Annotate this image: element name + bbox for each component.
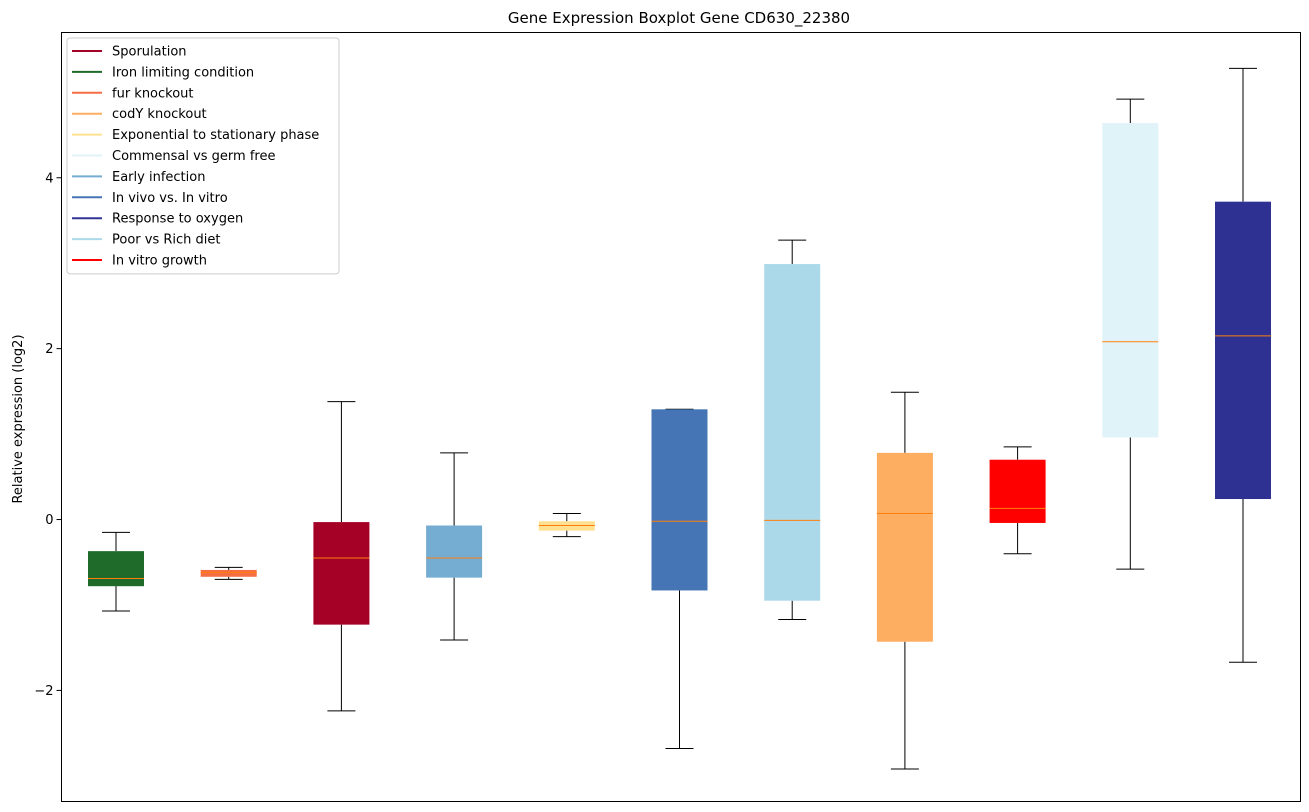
y-axis-label: Relative expression (log2) [11,334,26,503]
legend-label: Sporulation [112,45,187,60]
y-tick-label: 2 [45,342,53,357]
box-sporulation [313,401,370,712]
legend-frame [66,37,340,275]
box-body [313,522,370,625]
box-poor-vs-rich-diet [764,239,821,621]
legend: Sporulation Iron limiting condition fur kn… [66,37,340,275]
chart-title: Gene Expression Boxplot Gene CD630_22380 [508,9,850,28]
legend-label: In vivo vs. In vitro [112,191,228,206]
legend-label: fur knockout [112,86,194,101]
y-axis: −2 0 2 4 [34,171,62,699]
box-iron-limiting-condition [88,531,144,612]
box-in-vivo-vs-in-vitro [651,408,708,750]
box-body [876,452,933,642]
legend-label: Iron limiting condition [112,65,254,80]
box-exponential-to-stationary-phase [538,513,595,538]
box-body [426,525,483,578]
legend-label: Early infection [112,170,205,185]
boxes-layer [88,67,1271,770]
box-response-to-oxygen [1215,67,1271,663]
y-tick-label: 4 [45,171,53,186]
plot-frame [61,32,1301,802]
box-body [989,459,1046,523]
box-body [1102,123,1159,438]
y-tick-label: −2 [34,684,53,699]
legend-label: Response to oxygen [112,212,243,227]
box-body [651,409,708,591]
legend-label: Poor vs Rich diet [112,233,220,248]
legend-label: Commensal vs germ free [112,149,275,164]
box-early-infection [426,452,483,641]
legend-label: codY knockout [112,107,207,122]
box-commensal-vs-germ-free [1102,98,1159,570]
box-in-vitro-growth [989,446,1046,555]
box-cody-knockout [876,391,933,770]
box-fur-knockout [200,566,257,580]
legend-label: In vitro growth [112,254,207,269]
legend-label: Exponential to stationary phase [112,128,319,143]
box-body [1215,201,1271,500]
y-tick-label: 0 [45,513,53,528]
box-body [88,551,144,587]
box-body [200,569,257,577]
box-body [764,264,821,601]
